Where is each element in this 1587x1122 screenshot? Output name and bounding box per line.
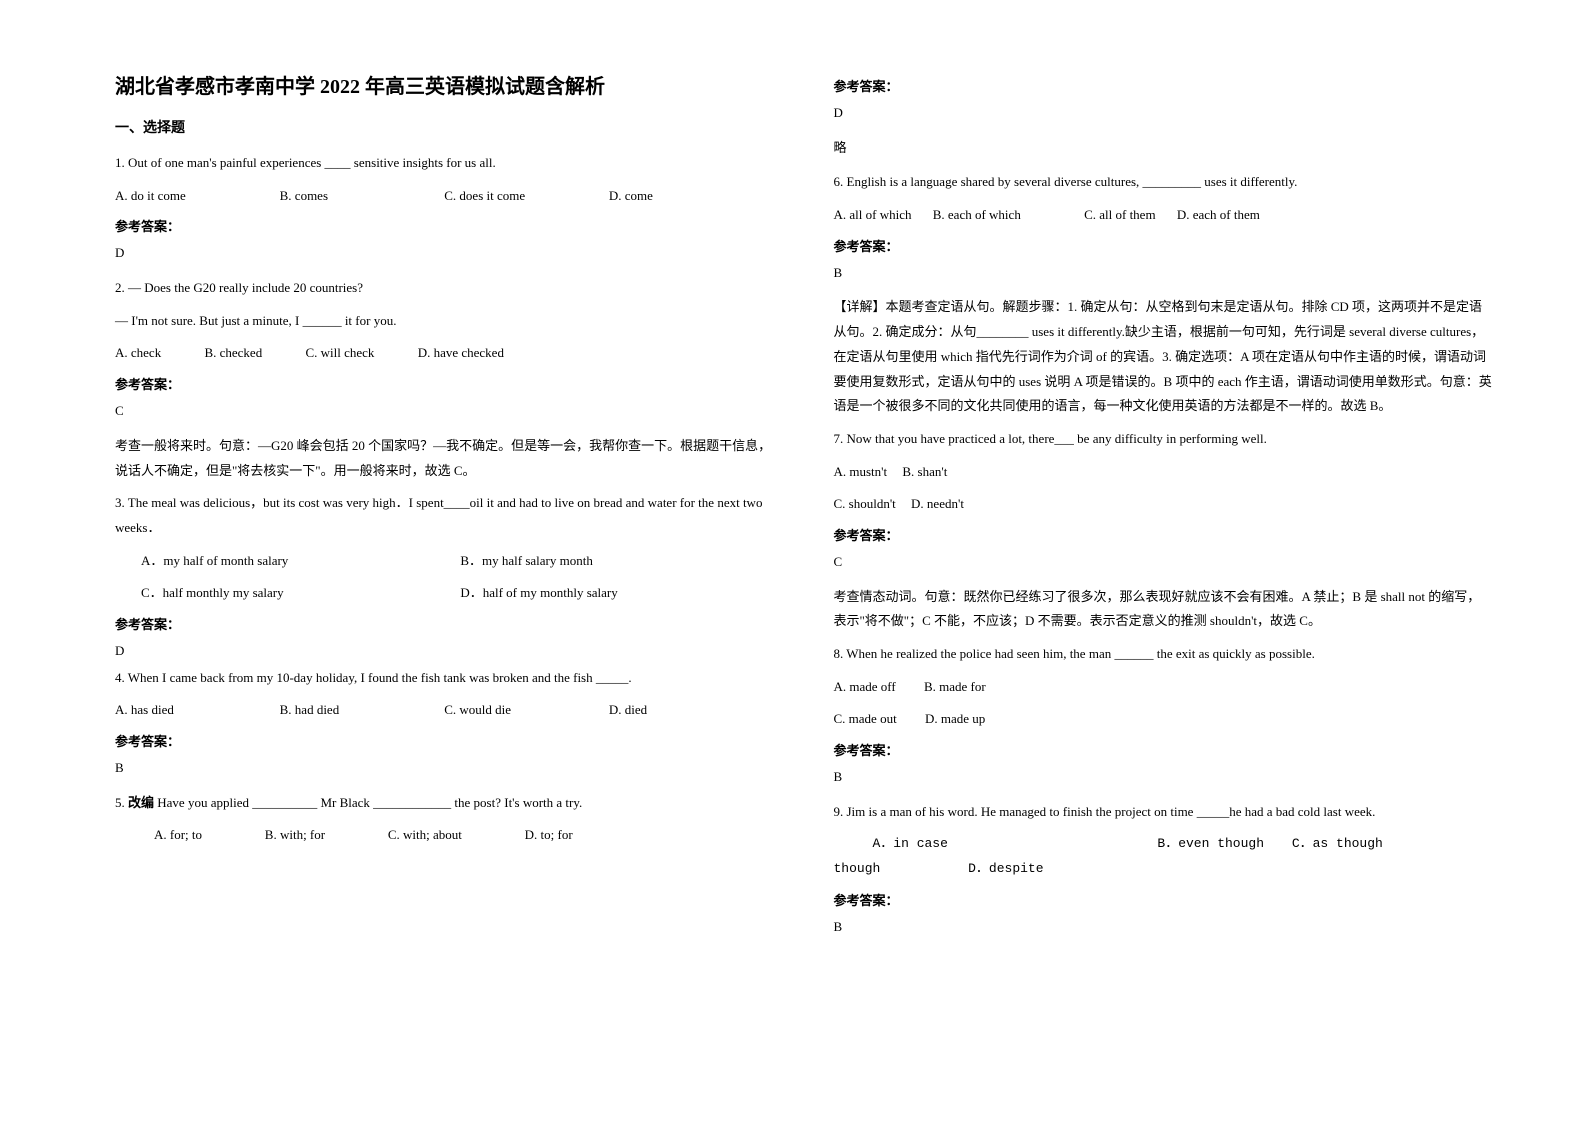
section-header: 一、选择题 (115, 117, 774, 137)
q9-options: A．in case B．even though C．as though thou… (834, 832, 1493, 881)
q7-optC: C. shouldn't (834, 492, 896, 517)
q3-options-row2: C．half monthly my salary D．half of my mo… (115, 581, 774, 606)
q7-text: 7. Now that you have practiced a lot, th… (834, 427, 1493, 452)
q5-optC: C. with; about (368, 823, 462, 848)
q7-optD: D. needn't (911, 492, 964, 517)
q5-options: A. for; to B. with; for C. with; about D… (115, 823, 774, 848)
q4-options: A. has died B. had died C. would die D. … (115, 698, 774, 723)
q6-text: 6. English is a language shared by sever… (834, 170, 1493, 195)
q1-answer-label: 参考答案： (115, 216, 774, 235)
q3-answer: D (115, 639, 774, 664)
q8-optB: B. made for (924, 675, 986, 700)
q7-options-row2: C. shouldn't D. needn't (834, 492, 1493, 517)
q3-text: 3. The meal was delicious，but its cost w… (115, 491, 774, 540)
q2-optA: A. check (115, 341, 161, 366)
q6-options: A. all of which B. each of which C. all … (834, 203, 1493, 228)
q3-optD: D．half of my monthly salary (447, 581, 617, 606)
q1-answer: D (115, 241, 774, 266)
q4-answer: B (115, 756, 774, 781)
q9-text: 9. Jim is a man of his word. He managed … (834, 800, 1493, 825)
q5-extra: 略 (834, 136, 1493, 161)
q6-optC: C. all of them (1084, 203, 1156, 228)
q4-optC: C. would die (444, 698, 609, 723)
q6-optA: A. all of which (834, 203, 912, 228)
left-column: 湖北省孝感市孝南中学 2022 年高三英语模拟试题含解析 一、选择题 1. Ou… (100, 70, 804, 1082)
q2-line1: 2. — Does the G20 really include 20 coun… (115, 276, 774, 301)
q5-text: 5. 改编 Have you applied __________ Mr Bla… (115, 791, 774, 816)
q6-answer: B (834, 261, 1493, 286)
q2-optC: C. will check (305, 341, 374, 366)
q1-text: 1. Out of one man's painful experiences … (115, 151, 774, 176)
q9-optD: D．despite (968, 857, 1043, 882)
q5-edit-label: 改编 (128, 795, 154, 810)
q4-text: 4. When I came back from my 10-day holid… (115, 666, 774, 691)
q8-answer: B (834, 765, 1493, 790)
q2-options: A. check B. checked C. will check D. hav… (115, 341, 774, 366)
q8-text: 8. When he realized the police had seen … (834, 642, 1493, 667)
q7-options-row1: A. mustn't B. shan't (834, 460, 1493, 485)
q1-optD: D. come (609, 184, 774, 209)
q7-answer: C (834, 550, 1493, 575)
q8-optA: A. made off (834, 675, 896, 700)
q2-explanation: 考查一般将来时。句意：—G20 峰会包括 20 个国家吗？—我不确定。但是等一会… (115, 434, 774, 483)
q9-optC: C．as though (1292, 832, 1383, 857)
q3-options-row1: A．my half of month salary B．my half sala… (115, 549, 774, 574)
q8-optD: D. made up (925, 707, 985, 732)
q1-options: A. do it come B. comes C. does it come D… (115, 184, 774, 209)
q7-optA: A. mustn't (834, 460, 888, 485)
q1-optC: C. does it come (444, 184, 609, 209)
q9-optB: B．even though (1157, 832, 1264, 857)
q4-optA: A. has died (115, 698, 280, 723)
q4-answer-label: 参考答案： (115, 731, 774, 750)
q6-explanation: 【详解】本题考查定语从句。解题步骤：1. 确定从句：从空格到句末是定语从句。排除… (834, 295, 1493, 418)
exam-title: 湖北省孝感市孝南中学 2022 年高三英语模拟试题含解析 (115, 70, 774, 99)
q5-optA: A. for; to (135, 823, 203, 848)
q6-optB: B. each of which (933, 203, 1021, 228)
q1-optB: B. comes (280, 184, 445, 209)
q2-answer-label: 参考答案： (115, 374, 774, 393)
q5-optB: B. with; for (245, 823, 325, 848)
exam-page: 湖北省孝感市孝南中学 2022 年高三英语模拟试题含解析 一、选择题 1. Ou… (0, 0, 1587, 1122)
q5-prefix: 5. (115, 795, 128, 810)
q9-answer-label: 参考答案： (834, 890, 1493, 909)
q1-optA: A. do it come (115, 184, 280, 209)
q7-explanation: 考查情态动词。句意：既然你已经练习了很多次，那么表现好就应该不会有困难。A 禁止… (834, 585, 1493, 634)
q7-optB: B. shan't (902, 460, 947, 485)
q3-answer-label: 参考答案： (115, 614, 774, 633)
q2-optD: D. have checked (418, 341, 504, 366)
q5-body: Have you applied __________ Mr Black ___… (154, 795, 582, 810)
q5-answer: D (834, 101, 1493, 126)
q6-answer-label: 参考答案： (834, 236, 1493, 255)
q9-optA: A．in case (834, 832, 1150, 857)
q8-optC: C. made out (834, 707, 897, 732)
q2-line2: — I'm not sure. But just a minute, I ___… (115, 309, 774, 334)
q8-options-row2: C. made out D. made up (834, 707, 1493, 732)
q6-optD: D. each of them (1177, 203, 1260, 228)
right-column: 参考答案： D 略 6. English is a language share… (804, 70, 1508, 1082)
q7-answer-label: 参考答案： (834, 525, 1493, 544)
q5-optD: D. to; for (505, 823, 573, 848)
q2-answer: C (115, 399, 774, 424)
q4-optD: D. died (609, 698, 774, 723)
q3-optB: B．my half salary month (447, 549, 593, 574)
q9-answer: B (834, 915, 1493, 940)
q5-answer-label: 参考答案： (834, 76, 1493, 95)
q3-optC: C．half monthly my salary (128, 581, 444, 606)
q8-options-row1: A. made off B. made for (834, 675, 1493, 700)
q4-optB: B. had died (280, 698, 445, 723)
q3-optA: A．my half of month salary (128, 549, 444, 574)
q2-optB: B. checked (204, 341, 262, 366)
q8-answer-label: 参考答案： (834, 740, 1493, 759)
